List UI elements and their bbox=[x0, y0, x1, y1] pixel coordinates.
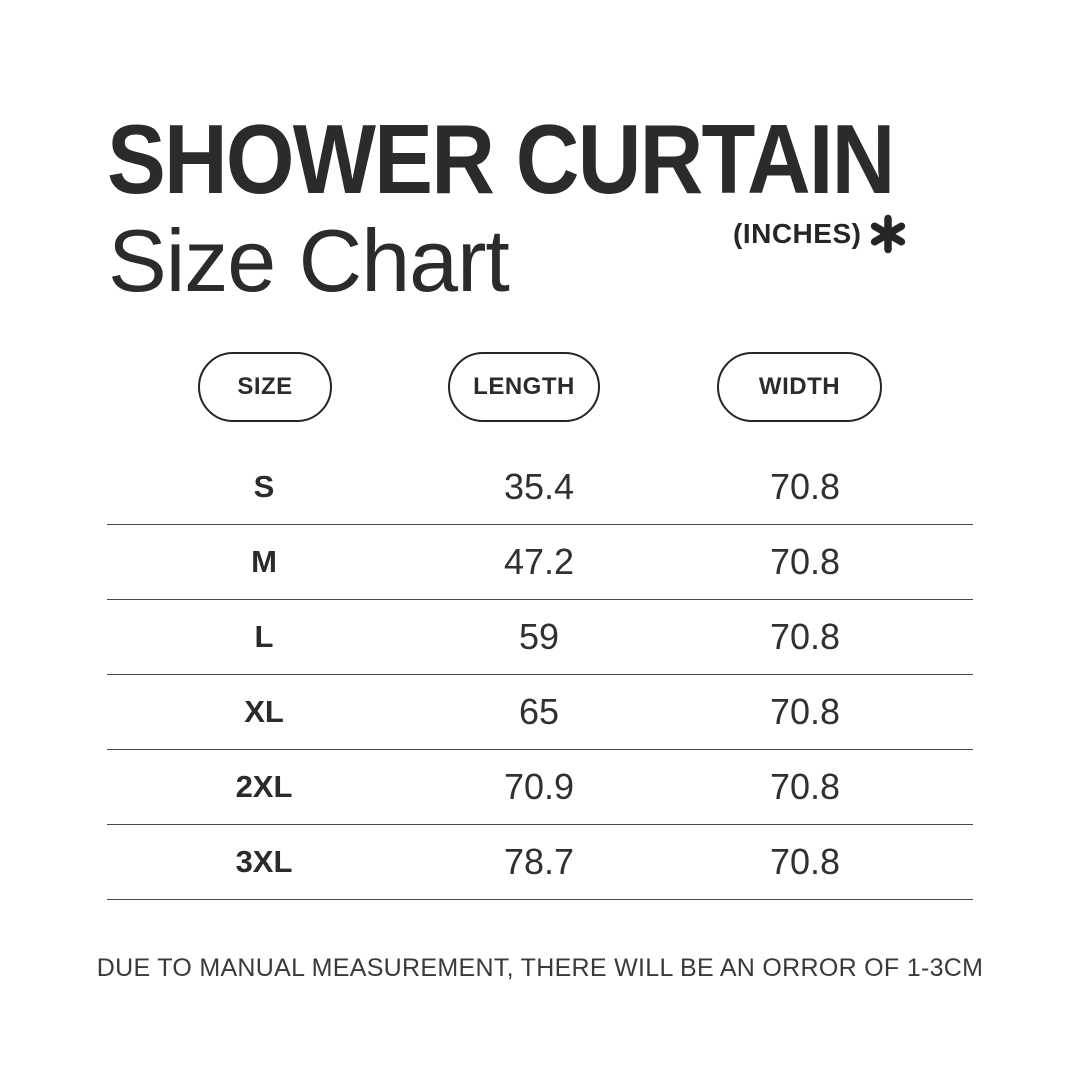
length-value: 70.9 bbox=[503, 766, 575, 807]
column-header-size-label: SIZE bbox=[237, 373, 293, 400]
table-row-m: M 47.2 70.8 bbox=[107, 525, 973, 600]
width-value: 70.8 bbox=[769, 766, 841, 807]
width-value: 70.8 bbox=[769, 466, 841, 507]
column-header-length: LENGTH bbox=[448, 352, 600, 422]
unit-note: (INCHES) bbox=[733, 213, 908, 255]
table-row-xl: XL 65 70.8 bbox=[107, 675, 973, 750]
column-header-width-label: WIDTH bbox=[758, 373, 841, 400]
column-header-length-label: LENGTH bbox=[473, 373, 575, 400]
length-value: 47.2 bbox=[503, 541, 575, 582]
column-header-width: WIDTH bbox=[717, 352, 882, 422]
size-value: XL bbox=[244, 694, 284, 729]
width-value: 70.8 bbox=[769, 616, 841, 657]
table-row-s: S 35.4 70.8 bbox=[107, 450, 973, 525]
size-value: L bbox=[254, 619, 274, 654]
table-row-3xl: 3XL 78.7 70.8 bbox=[107, 825, 973, 900]
width-value: 70.8 bbox=[769, 691, 841, 732]
column-header-size: SIZE bbox=[198, 352, 332, 422]
width-value: 70.8 bbox=[769, 541, 841, 582]
size-value: S bbox=[253, 469, 275, 504]
unit-label: (INCHES) bbox=[733, 218, 862, 249]
page-title: SHOWER CURTAIN bbox=[107, 104, 895, 214]
page-subtitle: Size Chart bbox=[108, 211, 510, 310]
heavy-asterisk-icon bbox=[868, 214, 908, 254]
size-value: M bbox=[251, 544, 277, 579]
size-table: S 35.4 70.8 M 47.2 70.8 L 59 70.8 XL 65 … bbox=[107, 450, 973, 900]
length-value: 65 bbox=[518, 691, 560, 732]
size-value: 2XL bbox=[235, 769, 293, 804]
length-value: 78.7 bbox=[503, 841, 575, 882]
table-row-2xl: 2XL 70.9 70.8 bbox=[107, 750, 973, 825]
size-value: 3XL bbox=[235, 844, 293, 879]
table-row-l: L 59 70.8 bbox=[107, 600, 973, 675]
length-value: 59 bbox=[518, 616, 560, 657]
width-value: 70.8 bbox=[769, 841, 841, 882]
measurement-disclaimer: DUE TO MANUAL MEASUREMENT, THERE WILL BE… bbox=[96, 954, 984, 982]
length-value: 35.4 bbox=[503, 466, 575, 507]
